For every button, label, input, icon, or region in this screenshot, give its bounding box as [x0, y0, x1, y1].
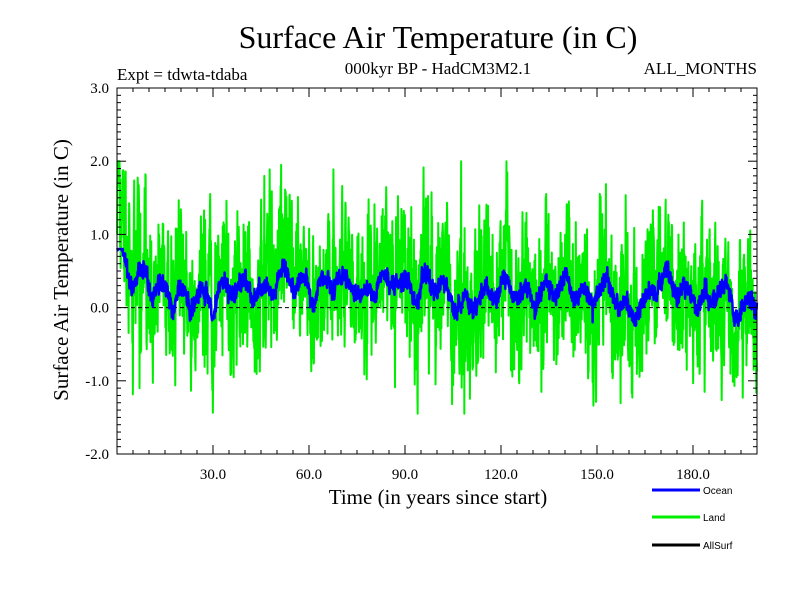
months-label: ALL_MONTHS: [644, 59, 757, 78]
period-model-label: 000kyr BP - HadCM3M2.1: [345, 59, 531, 78]
series-line-ocean: [116, 247, 759, 328]
x-tick-label: 90.0: [392, 467, 418, 483]
x-tick-label: 180.0: [676, 467, 710, 483]
x-tick-label: 60.0: [296, 467, 322, 483]
y-tick-label: -2.0: [85, 447, 109, 463]
experiment-label: Expt = tdwta-tdaba: [117, 65, 248, 84]
legend-label-land: Land: [703, 513, 725, 524]
y-tick-label: 3.0: [90, 81, 109, 97]
x-tick-label: 150.0: [580, 467, 614, 483]
legend-label-ocean: Ocean: [703, 486, 732, 497]
plot-area: 30.0 60.0 90.0 120.0 150.0 180.0 -2.0 -1.0 0.0 1.…: [85, 81, 759, 483]
legend: Ocean Land AllSurf: [652, 486, 733, 552]
y-axis-label: Surface Air Temperature (in C): [49, 139, 73, 401]
y-tick-label: -1.0: [85, 374, 109, 390]
y-tick-label: 1.0: [90, 227, 109, 243]
x-tick-label: 30.0: [200, 467, 226, 483]
legend-label-allsurf: AllSurf: [703, 541, 733, 552]
chart-title: Surface Air Temperature (in C): [239, 19, 638, 55]
x-tick-label: 120.0: [484, 467, 518, 483]
y-tick-label: 2.0: [90, 154, 109, 170]
y-tick-label: 0.0: [90, 301, 109, 317]
series-line-land: [116, 160, 758, 415]
x-axis-label: Time (in years since start): [329, 485, 548, 509]
